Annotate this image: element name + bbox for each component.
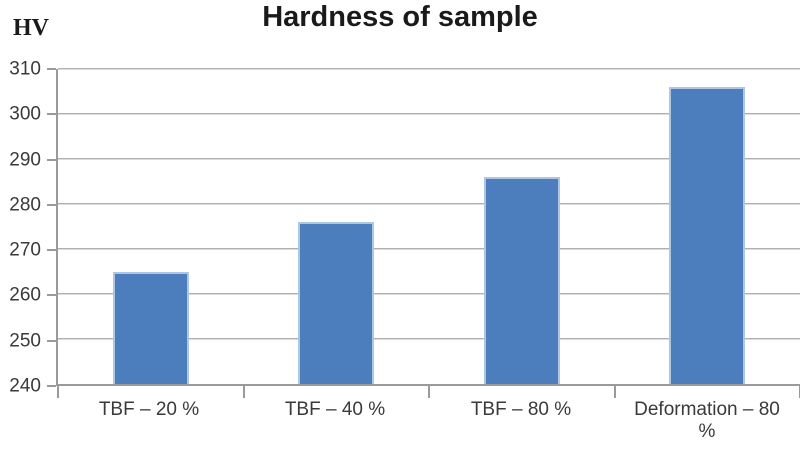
y-axis-title: HV <box>13 15 49 41</box>
bar-1 <box>112 271 189 384</box>
y-tick-label: 260 <box>9 284 41 306</box>
y-tick <box>47 158 56 161</box>
y-tick <box>47 203 56 206</box>
y-tick-label: 270 <box>9 239 41 261</box>
category-tick <box>57 384 59 398</box>
y-tick <box>47 113 56 116</box>
x-category-label: TBF – 80 % <box>470 399 572 420</box>
category-tick <box>428 384 430 398</box>
bar-3 <box>483 177 560 384</box>
gridline <box>58 203 800 205</box>
y-axis-labels: 240 250 260 270 280 290 300 310 <box>0 60 56 396</box>
chart-title: Hardness of sample <box>262 1 538 33</box>
gridline <box>58 338 800 340</box>
y-tick-label: 290 <box>9 149 41 171</box>
x-axis-labels: TBF – 20 % TBF – 40 % TBF – 80 % Deformatio… <box>56 399 800 444</box>
gridline <box>58 68 800 70</box>
y-tick-label: 240 <box>9 375 41 397</box>
gridline <box>58 293 800 295</box>
y-tick <box>47 294 56 297</box>
bar-4 <box>669 87 746 384</box>
y-tick <box>47 339 56 342</box>
y-tick <box>47 68 56 70</box>
x-category-label: TBF – 40 % <box>284 399 386 420</box>
y-tick-label: 310 <box>9 58 41 80</box>
plot-area <box>56 68 800 398</box>
x-category-label: TBF – 20 % <box>98 399 200 420</box>
y-tick-label: 250 <box>9 330 41 352</box>
y-tick-label: 300 <box>9 103 41 125</box>
y-tick <box>47 385 56 387</box>
gridline <box>58 248 800 250</box>
category-tick <box>613 384 616 398</box>
y-tick <box>47 249 56 252</box>
gridline <box>58 158 800 160</box>
gridline <box>58 113 800 115</box>
x-category-label: Deformation – 80 % <box>634 399 780 443</box>
bar-2 <box>298 222 375 384</box>
category-tick <box>242 384 245 398</box>
y-tick-label: 280 <box>9 194 41 216</box>
